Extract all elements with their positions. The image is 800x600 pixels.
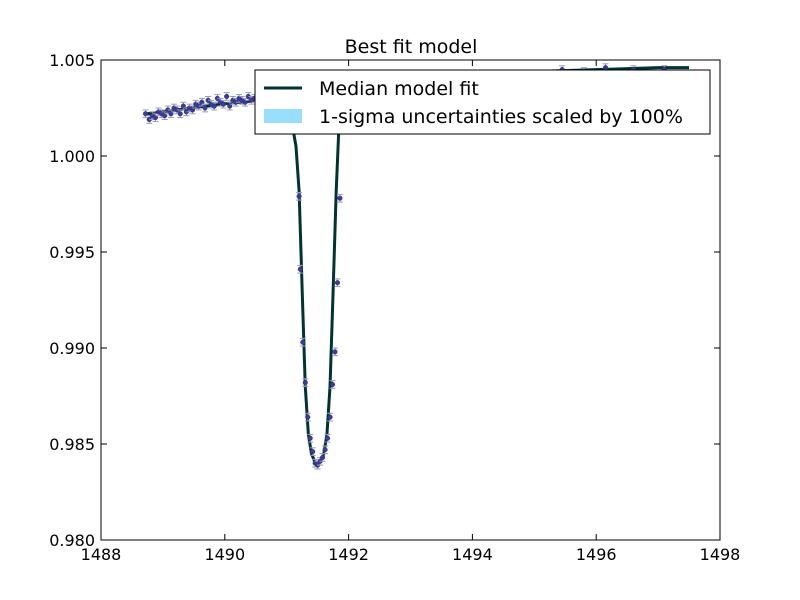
data-point <box>327 412 334 422</box>
data-point <box>319 453 326 462</box>
data-point <box>309 447 316 457</box>
legend-patch-swatch <box>264 109 302 123</box>
y-tick-label: 0.995 <box>49 243 95 262</box>
data-point <box>296 191 303 201</box>
data-point <box>242 97 249 107</box>
data-point <box>324 433 331 443</box>
legend: Median model fit 1-sigma uncertainties sc… <box>254 69 711 135</box>
data-point <box>329 380 336 389</box>
data-point <box>334 278 341 288</box>
y-tick-label: 1.005 <box>49 51 95 70</box>
data-point <box>302 378 309 387</box>
x-tick-label: 1490 <box>204 545 245 564</box>
data-point <box>336 193 343 203</box>
data-point <box>223 92 230 101</box>
data-point <box>299 337 306 347</box>
y-tick-label: 0.985 <box>49 435 95 454</box>
data-point <box>304 412 311 422</box>
y-tick-label: 1.000 <box>49 147 95 166</box>
x-tick-label: 1498 <box>700 545 741 564</box>
data-point <box>180 101 187 111</box>
data-point <box>226 101 233 111</box>
legend-label: 1-sigma uncertainties scaled by 100% <box>319 106 683 128</box>
data-point <box>161 111 168 121</box>
data-point <box>201 103 208 113</box>
x-tick-label: 1488 <box>81 545 122 564</box>
x-tick-label: 1496 <box>576 545 617 564</box>
data-point <box>322 445 329 455</box>
y-tick-label: 0.980 <box>49 531 95 550</box>
axes: 1488 1490 1492 1494 1496 1498 0.980 0.985 0.990 0… <box>49 51 740 564</box>
x-tick-label: 1494 <box>452 545 493 564</box>
data-point <box>152 113 159 122</box>
legend-label: Median model fit <box>319 78 479 100</box>
data-point <box>297 264 304 274</box>
data-point <box>142 109 149 119</box>
data-point <box>164 105 171 115</box>
data-point <box>189 105 196 115</box>
chart-title: Best fit model <box>345 36 478 58</box>
y-tick-label: 0.990 <box>49 339 95 358</box>
data-point <box>195 101 202 111</box>
x-tick-label: 1492 <box>328 545 369 564</box>
axes-frame <box>100 59 721 541</box>
data-point <box>331 347 338 357</box>
data-point <box>307 433 314 443</box>
data-point <box>198 97 205 107</box>
data-point <box>236 94 243 103</box>
legend-box <box>254 69 711 135</box>
